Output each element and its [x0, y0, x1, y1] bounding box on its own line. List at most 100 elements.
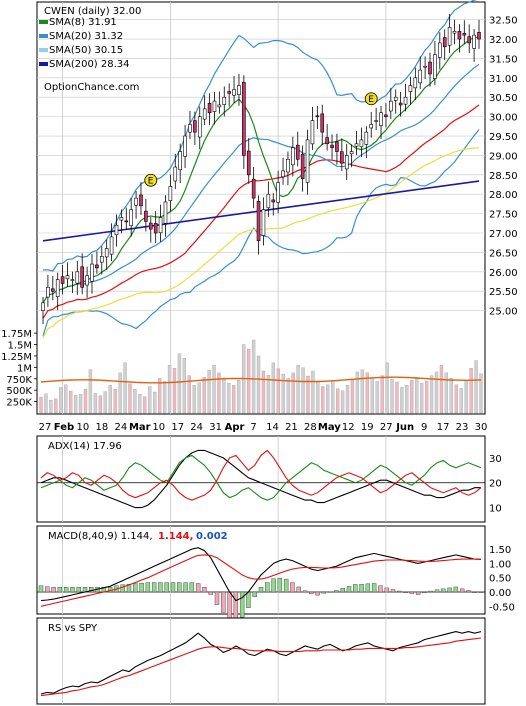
volume-bar: [54, 398, 58, 414]
rs-title: RS vs SPY: [48, 623, 98, 634]
candle-body: [389, 100, 393, 112]
volume-average-line: [40, 376, 482, 384]
macd-value-blue: 0.002: [196, 531, 228, 542]
macd-tick-label: 1.00: [489, 559, 511, 570]
adx-series-line: [40, 449, 481, 509]
volume-bar: [444, 372, 449, 414]
macd-panel: 1.50 1.00 0.50 0.00 -0.50 MACD(8,40,9) 1.144…: [36, 525, 515, 626]
candle-body: [163, 201, 168, 224]
macd-histogram-bar: [334, 590, 339, 593]
price-tick-label: 32.50: [489, 16, 518, 27]
macd-histogram-bar: [158, 582, 163, 593]
date-tick-label: 21: [285, 422, 298, 433]
candle-body: [129, 209, 133, 226]
volume-bar: [49, 400, 53, 414]
volume-bar: [103, 391, 107, 414]
macd-histogram-bar: [365, 583, 371, 593]
volume-bar: [400, 387, 404, 414]
volume-bar: [167, 364, 172, 414]
volume-bar: [118, 372, 122, 414]
volume-bar: [306, 375, 310, 414]
volume-bar: [454, 384, 458, 414]
candle-body: [148, 222, 153, 230]
candle-body: [261, 209, 266, 236]
volume-bar: [360, 369, 364, 414]
adx-tick-label: 30: [489, 454, 502, 465]
volume-bar: [301, 367, 305, 414]
macd-histogram-bar: [133, 583, 138, 593]
macd-histogram-bar: [126, 583, 132, 593]
adx-series-line: [40, 449, 482, 501]
macd-histogram-bar: [164, 582, 169, 593]
volume-bar: [449, 378, 453, 414]
volume-bar: [162, 381, 167, 414]
candle-body: [320, 113, 325, 133]
candle-body: [418, 69, 423, 84]
candle-body: [305, 139, 310, 183]
candle-body: [70, 279, 75, 281]
adx-tick-label: 20: [489, 479, 502, 490]
volume-bar: [350, 379, 355, 414]
volume-bar: [237, 379, 241, 414]
macd-histogram-bar: [371, 583, 377, 593]
candle-body: [433, 54, 437, 79]
volume-bar: [424, 380, 429, 414]
volume-bar: [256, 355, 261, 414]
macd-histogram-bar: [145, 582, 151, 593]
volume-bar: [143, 396, 147, 414]
date-tick-label: 18: [96, 422, 109, 433]
volume-bar: [395, 381, 399, 414]
macd-histogram-bar: [51, 587, 56, 593]
candle-body: [232, 89, 236, 96]
volume-bar: [158, 378, 162, 414]
macd-histogram-bar: [221, 591, 226, 613]
candle-body: [442, 37, 447, 48]
date-tick-label: Jun: [395, 422, 414, 433]
volume-bar: [123, 362, 127, 414]
candle-body: [452, 30, 457, 34]
candle-body: [119, 217, 124, 221]
volume-bar: [98, 395, 102, 414]
candle-body: [266, 193, 271, 209]
candle-body: [75, 271, 80, 284]
macd-histogram-bar: [428, 590, 433, 593]
volume-bar: [370, 378, 374, 414]
macd-histogram-bar: [422, 591, 427, 594]
candle-body: [340, 151, 344, 164]
volume-bar: [291, 372, 295, 414]
macd-histogram-bar: [353, 584, 358, 593]
date-tick-label: May: [318, 422, 341, 433]
volume-bar: [232, 385, 236, 414]
volume-bar: [479, 373, 483, 414]
macd-histogram-bar: [459, 588, 465, 593]
macd-histogram-bar: [478, 591, 484, 593]
volume-bar: [148, 386, 152, 414]
candle-body: [217, 104, 222, 108]
signal-marker-circle: [144, 173, 158, 187]
macd-histogram-bar: [315, 591, 320, 596]
macd-histogram-bar: [384, 587, 389, 593]
macd-histogram-bar: [252, 591, 257, 597]
legend-label: SMA(200) 28.34: [49, 59, 130, 70]
rs-panel-frame: [36, 617, 486, 705]
signal-marker-circle: [364, 92, 378, 106]
volume-tick-label: 1.25M: [1, 352, 32, 363]
adx-title: ADX(14) 17.96: [48, 441, 122, 452]
volume-bar: [365, 372, 369, 414]
macd-histogram-bar: [170, 582, 176, 593]
candle-body: [41, 302, 45, 311]
candle-body: [467, 36, 472, 44]
macd-histogram-bar: [271, 578, 276, 593]
candle-body: [104, 248, 109, 258]
ema-line: [42, 104, 480, 319]
price-panel-frame: [36, 1, 486, 415]
chart-title: CWEN (daily) 32.00: [44, 6, 141, 17]
volume-bar: [316, 380, 320, 414]
volume-bar: [286, 378, 290, 414]
volume-bar: [380, 375, 384, 414]
volume-bar: [434, 371, 439, 414]
macd-series-line: [40, 547, 482, 602]
adx-panel: 30 20 10 ADX(14) 17.96: [36, 435, 502, 523]
macd-title: MACD(8,40,9) 1.144,: [48, 531, 153, 542]
date-tick-label: 17: [437, 422, 450, 433]
